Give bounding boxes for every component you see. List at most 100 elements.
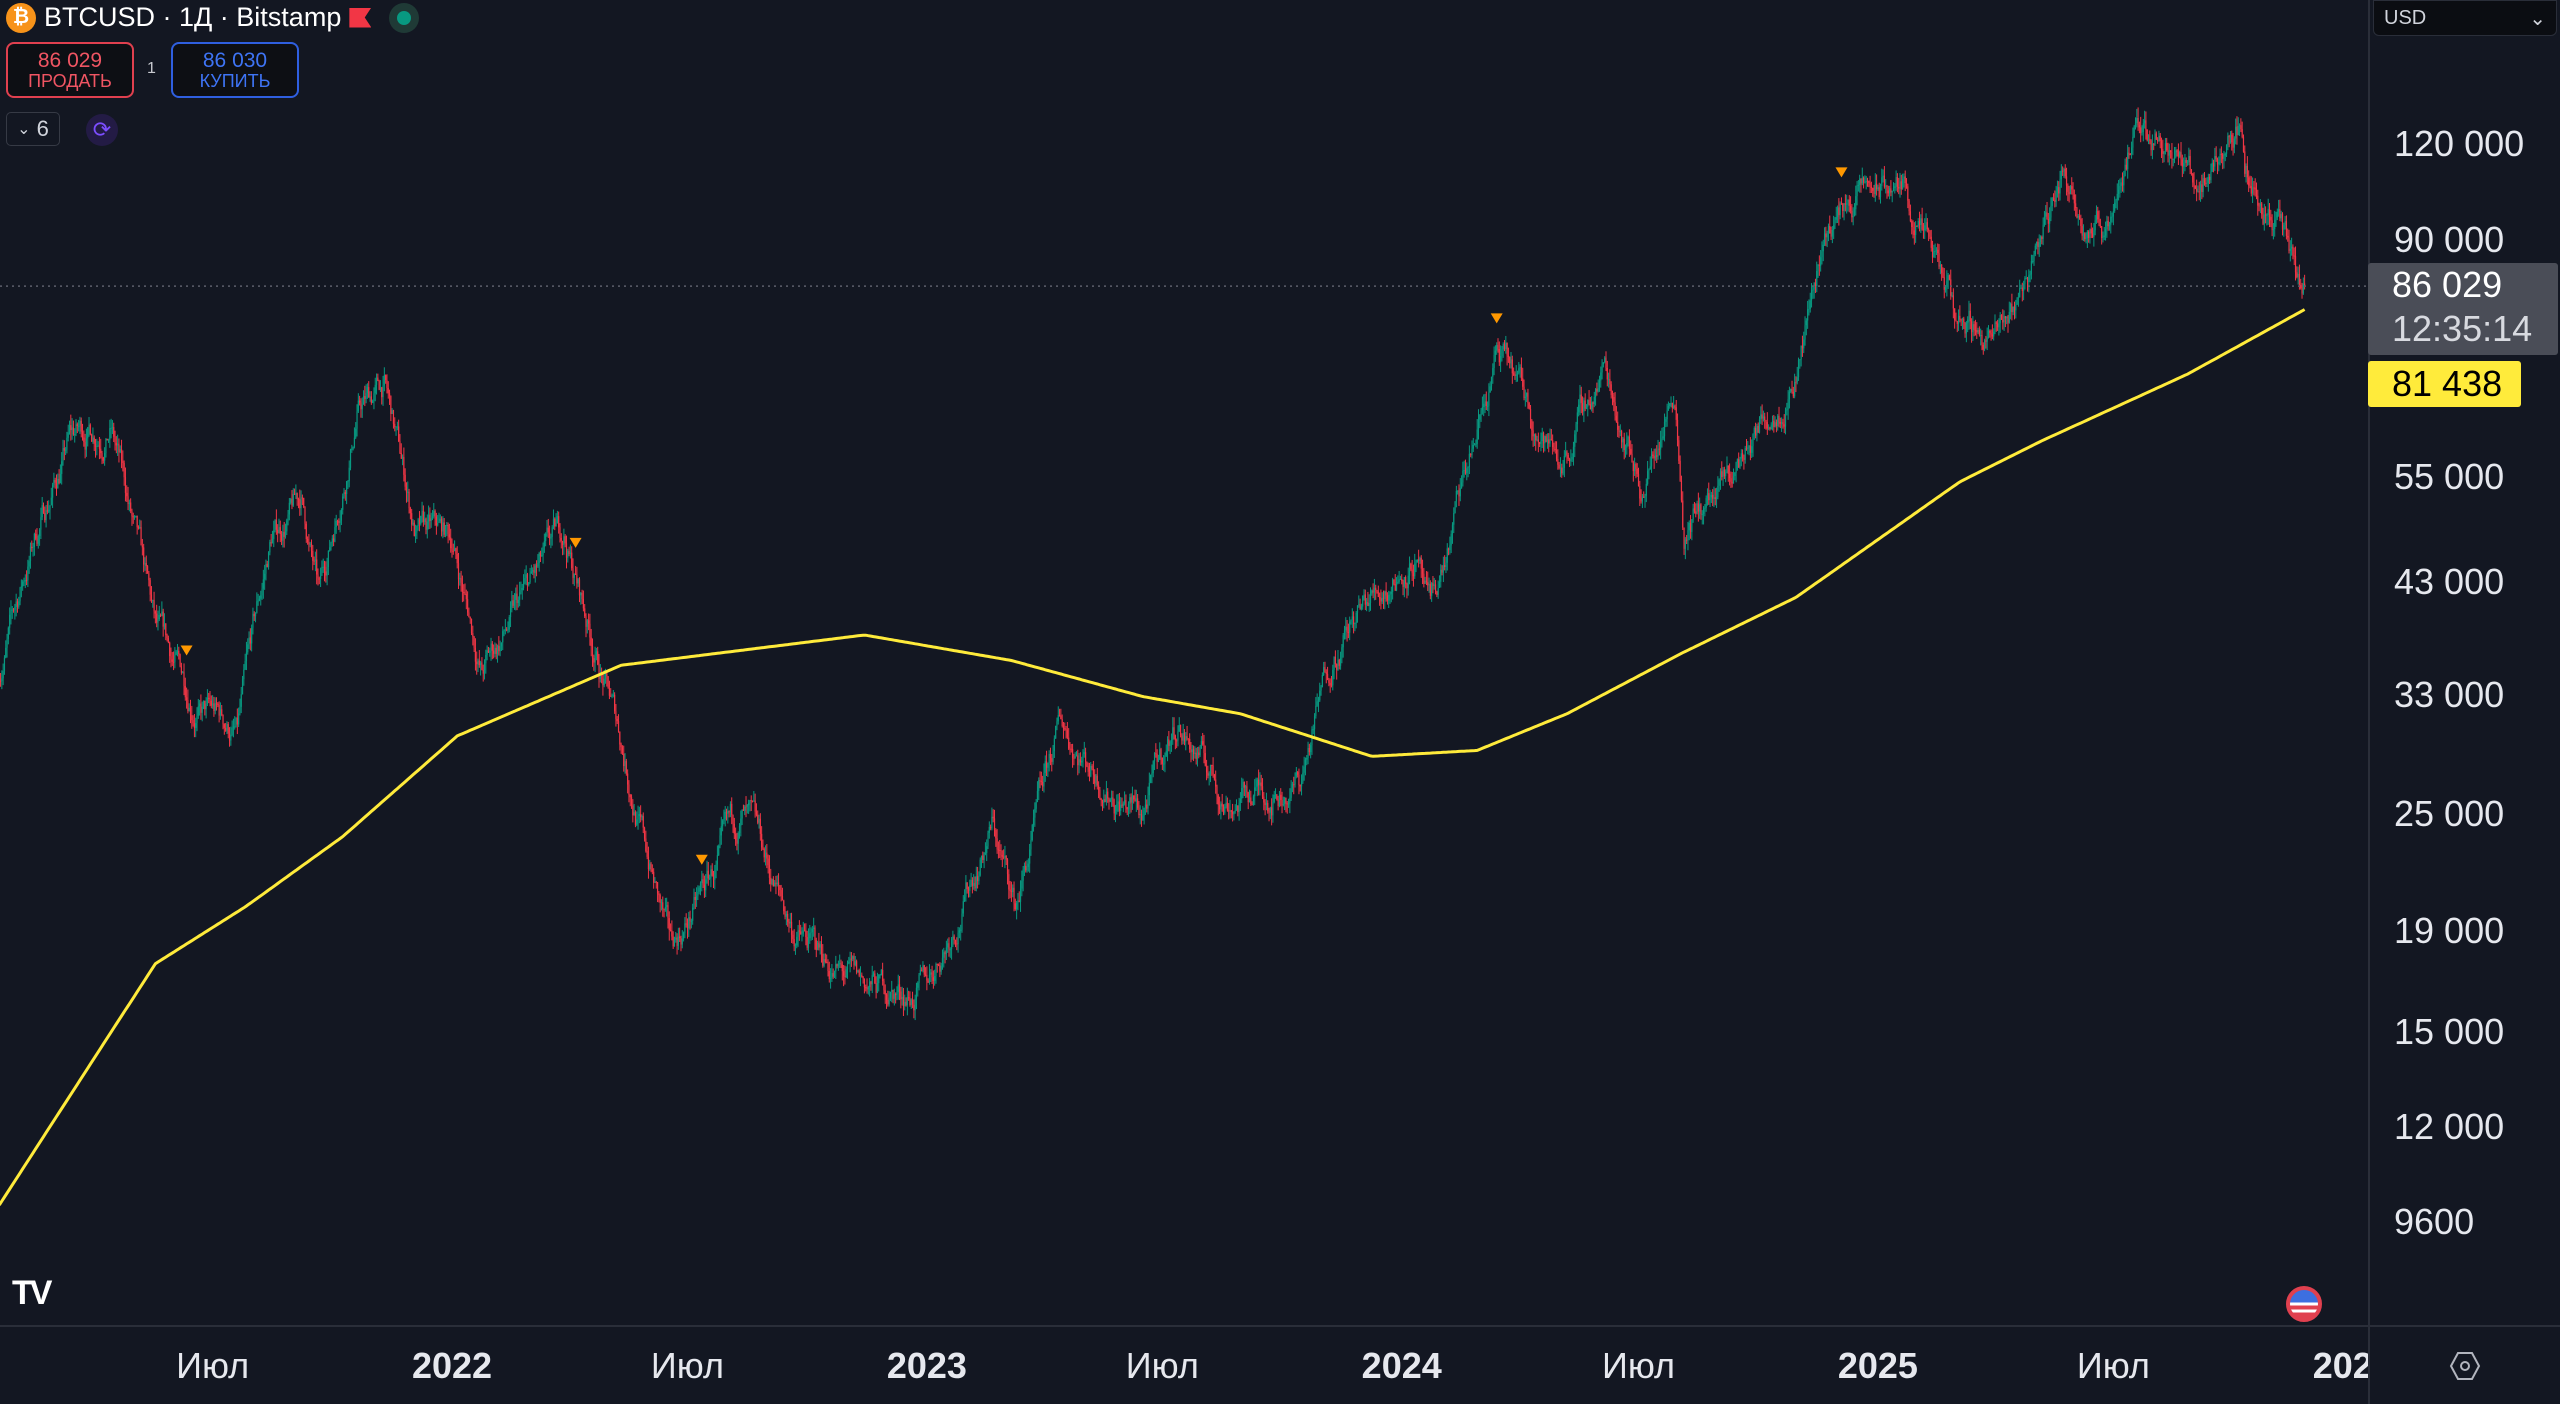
candle-up	[2134, 123, 2137, 127]
indicators-toggle[interactable]: ⌄ 6	[6, 112, 60, 146]
candle-down	[1250, 797, 1252, 805]
candle-up	[2028, 275, 2030, 283]
candle-down	[1618, 429, 1620, 432]
sell-button[interactable]: 86 029 ПРОДАТЬ	[6, 42, 134, 98]
candle-down	[403, 457, 405, 475]
candle-down	[1842, 203, 1844, 211]
candle-up	[2093, 230, 2095, 237]
candle-up	[32, 547, 34, 549]
candle-down	[762, 847, 764, 850]
candle-down	[448, 534, 450, 538]
candle-up	[1756, 426, 1758, 436]
buy-button[interactable]: 86 030 КУПИТЬ	[171, 42, 299, 98]
candle-up	[876, 983, 879, 993]
candle-down	[277, 529, 279, 534]
candle-down	[2075, 203, 2077, 209]
candle-down	[1066, 730, 1068, 738]
candle-down	[866, 988, 868, 990]
tradingview-logo[interactable]: TV	[12, 1274, 52, 1312]
candle-up	[1274, 794, 1277, 796]
candle-up	[2297, 273, 2299, 278]
candle-down	[1900, 181, 1902, 190]
us-flag-event-icon[interactable]	[2286, 1286, 2322, 1322]
candle-up	[1812, 289, 1814, 291]
candle-down	[1682, 500, 1684, 528]
candle-up	[878, 975, 880, 984]
candle-down	[1126, 807, 1128, 810]
flag-icon[interactable]	[349, 7, 372, 28]
candle-up	[1148, 782, 1150, 796]
candle-up	[958, 930, 960, 933]
candle-up	[1345, 626, 1347, 631]
candle-up	[2168, 150, 2170, 156]
chart-plot-area[interactable]	[0, 0, 2368, 1325]
candle-up	[1415, 562, 1417, 564]
candlestick-chart[interactable]	[0, 0, 2368, 1325]
candle-down	[385, 375, 387, 380]
sync-icon[interactable]: ⟳	[86, 114, 118, 146]
chart-settings-button[interactable]	[2368, 1325, 2560, 1404]
candle-up	[555, 523, 557, 527]
candle-down	[676, 937, 678, 946]
market-status-icon[interactable]	[389, 2, 420, 33]
candle-down	[1045, 761, 1048, 768]
candle-up	[1290, 788, 1292, 798]
candle-down	[145, 563, 147, 567]
candle-up	[391, 410, 393, 414]
time-tick-label: Июл	[176, 1345, 250, 1386]
candle-down	[126, 492, 128, 497]
candle-down	[1869, 182, 1871, 187]
candle-down	[478, 660, 480, 666]
candle-up	[1533, 434, 1536, 437]
candle-down	[1955, 320, 1957, 322]
candle-down	[2288, 237, 2290, 251]
candle-up	[2175, 150, 2177, 158]
candle-up	[1747, 447, 1749, 449]
symbol-title[interactable]: BTCUSD · 1Д · Bitstamp	[44, 2, 342, 32]
candle-up	[1500, 355, 1502, 363]
time-axis[interactable]: Июл2022Июл2023Июл2024Июл2025Июл2026	[0, 1325, 2368, 1404]
candle-up	[454, 548, 456, 552]
candle-down	[647, 856, 650, 870]
candle-down	[805, 930, 807, 938]
candle-down	[130, 502, 132, 512]
candle-down	[359, 400, 361, 403]
candle-down	[183, 672, 185, 686]
candle-down	[982, 855, 984, 860]
candle-down	[828, 971, 830, 980]
candle-up	[1129, 797, 1131, 804]
candle-up	[1489, 386, 1491, 393]
candle-down	[1418, 559, 1420, 561]
candle-up	[1313, 716, 1316, 730]
candle-up	[61, 461, 63, 474]
candle-up	[1654, 455, 1657, 459]
candle-up	[330, 542, 332, 548]
candle-down	[191, 715, 193, 721]
candle-up	[699, 882, 702, 888]
price-axis[interactable]: 120 000 90 000 55 000 43 000 33 000 25 000 19 …	[2368, 0, 2560, 1325]
candle-up	[1692, 508, 1694, 520]
event-marker-icon	[180, 645, 193, 656]
candle-up	[439, 518, 441, 522]
price-tick-label: 19 000	[2394, 909, 2505, 951]
candle-down	[76, 424, 78, 427]
candle-up	[722, 820, 724, 827]
candle-down	[643, 827, 646, 839]
candle-down	[2190, 169, 2193, 174]
candle-down	[832, 973, 834, 977]
candle-down	[2212, 162, 2215, 167]
candle-up	[776, 882, 778, 885]
candle-down	[1640, 498, 1642, 502]
currency-select[interactable]: USD ⌄	[2373, 0, 2557, 36]
candle-down	[1873, 190, 1875, 195]
candle-up	[1626, 442, 1628, 448]
candle-up	[1834, 219, 1836, 226]
candle-up	[107, 439, 110, 441]
candle-up	[1740, 453, 1742, 459]
candle-up	[322, 566, 324, 568]
candle-up	[1369, 593, 1372, 603]
symbol-header[interactable]: ₿ BTCUSD · 1Д · Bitstamp	[6, 2, 420, 33]
candle-up	[1459, 488, 1461, 497]
candle-down	[323, 566, 326, 572]
candle-up	[2188, 156, 2190, 162]
